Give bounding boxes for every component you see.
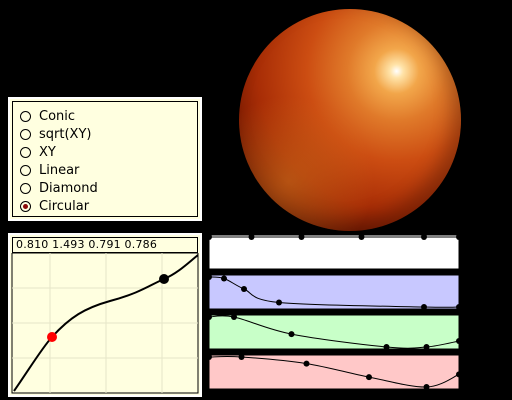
channel-band-white[interactable] <box>208 234 460 270</box>
channel-control-point[interactable] <box>421 304 427 310</box>
radio-button-icon[interactable] <box>20 146 31 158</box>
curve-editor[interactable]: 0.810 1.493 0.791 0.786 <box>8 233 202 397</box>
channel-control-point[interactable] <box>456 234 462 240</box>
channel-control-point[interactable] <box>206 314 212 320</box>
radio-option-label: sqrt(XY) <box>39 126 92 142</box>
radio-button-icon[interactable] <box>20 200 31 212</box>
channel-control-point[interactable] <box>358 234 365 240</box>
channel-control-point[interactable] <box>456 304 462 310</box>
radio-button-icon[interactable] <box>20 182 31 194</box>
channel-band-blue[interactable] <box>208 274 460 310</box>
channel-control-point[interactable] <box>303 360 310 367</box>
channel-control-point[interactable] <box>423 384 430 390</box>
radio-option-sqrt-xy[interactable]: sqrt(XY) <box>20 125 91 143</box>
radio-option-conic[interactable]: Conic <box>20 107 75 125</box>
channel-control-point[interactable] <box>231 314 237 320</box>
channel-control-point[interactable] <box>366 374 372 381</box>
channel-control-point[interactable] <box>421 234 427 240</box>
channel-control-point[interactable] <box>298 234 305 240</box>
radio-option-label: Circular <box>39 198 90 214</box>
channel-control-point[interactable] <box>238 354 245 360</box>
curve-plot[interactable] <box>10 253 200 395</box>
radio-button-icon[interactable] <box>20 164 31 176</box>
channel-control-point[interactable] <box>221 275 227 282</box>
channel-control-point[interactable] <box>288 331 295 338</box>
curve-line <box>13 254 199 392</box>
gradient-type-panel: Conic sqrt(XY) XY Linear Diamond Circular <box>6 95 204 223</box>
sphere-preview <box>239 9 461 231</box>
channel-control-point[interactable] <box>456 371 462 378</box>
radio-option-circular[interactable]: Circular <box>20 197 89 215</box>
radio-option-label: XY <box>39 144 56 160</box>
channel-plots[interactable] <box>206 233 462 393</box>
channel-control-point[interactable] <box>206 274 212 280</box>
channel-control-point[interactable] <box>206 354 212 360</box>
radio-option-linear[interactable]: Linear <box>20 161 79 179</box>
radio-option-diamond[interactable]: Diamond <box>20 179 98 197</box>
curve-values-readout: 0.810 1.493 0.791 0.786 <box>12 237 198 253</box>
channel-control-point[interactable] <box>248 234 255 240</box>
radio-option-label: Diamond <box>39 180 98 196</box>
radio-option-xy[interactable]: XY <box>20 143 56 161</box>
gradient-type-frame <box>12 101 198 217</box>
channel-band-green[interactable] <box>208 314 460 350</box>
radio-button-icon[interactable] <box>20 110 31 122</box>
channel-control-point[interactable] <box>241 286 247 292</box>
color-channel-editors <box>206 233 462 393</box>
channel-control-point[interactable] <box>456 338 462 344</box>
channel-control-point[interactable] <box>383 344 390 350</box>
radio-option-label: Conic <box>39 108 76 124</box>
channel-control-point[interactable] <box>423 344 430 350</box>
channel-control-point[interactable] <box>276 299 282 306</box>
curve-control-point[interactable] <box>159 274 169 284</box>
channel-band-red[interactable] <box>208 354 460 390</box>
radio-button-icon[interactable] <box>20 128 31 140</box>
channel-control-point[interactable] <box>206 234 212 240</box>
radio-option-label: Linear <box>39 162 80 178</box>
curve-control-point-selected[interactable] <box>47 332 57 342</box>
